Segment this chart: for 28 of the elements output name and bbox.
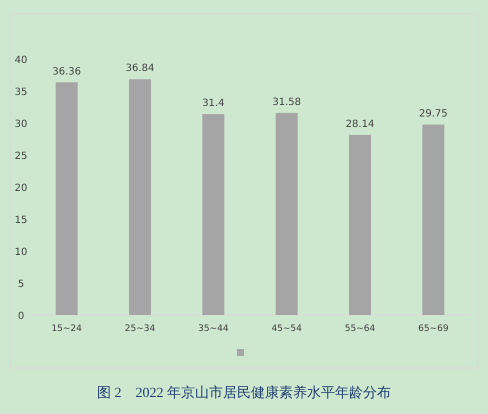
bar: [276, 112, 298, 315]
y-tick-label: 10: [14, 247, 28, 258]
x-tick-label: 15~24: [51, 324, 82, 334]
y-tick-label: 30: [14, 119, 28, 130]
x-tick-label: 55~64: [344, 324, 376, 334]
data-label: 29.75: [419, 108, 448, 120]
data-label: 36.84: [126, 63, 154, 74]
bar: [349, 134, 371, 315]
data-label: 31.58: [272, 96, 301, 108]
data-label: 28.14: [346, 118, 374, 130]
text: 图 2 2022 年京山市居民健康素养水平年龄分布: [97, 385, 391, 401]
x-tick-label: 45~54: [271, 324, 302, 334]
y-tick-label: 0: [18, 311, 24, 322]
y-tick-label: 15: [14, 215, 28, 226]
bar: [129, 79, 151, 315]
data-label: 31.4: [202, 98, 224, 110]
bar: [56, 82, 78, 315]
x-tick-label: 65~69: [418, 324, 449, 334]
y-tick-label: 25: [14, 151, 28, 162]
y-tick-label: 35: [14, 87, 28, 98]
y-tick-label: 40: [14, 55, 28, 66]
y-tick-label: 20: [14, 183, 28, 194]
data-label: 36.36: [52, 66, 81, 78]
x-tick-label: 25~34: [124, 324, 156, 334]
bar: [422, 124, 444, 315]
x-tick-label: 35~44: [198, 324, 229, 334]
y-tick-label: 5: [18, 279, 24, 290]
bar: [202, 114, 224, 315]
